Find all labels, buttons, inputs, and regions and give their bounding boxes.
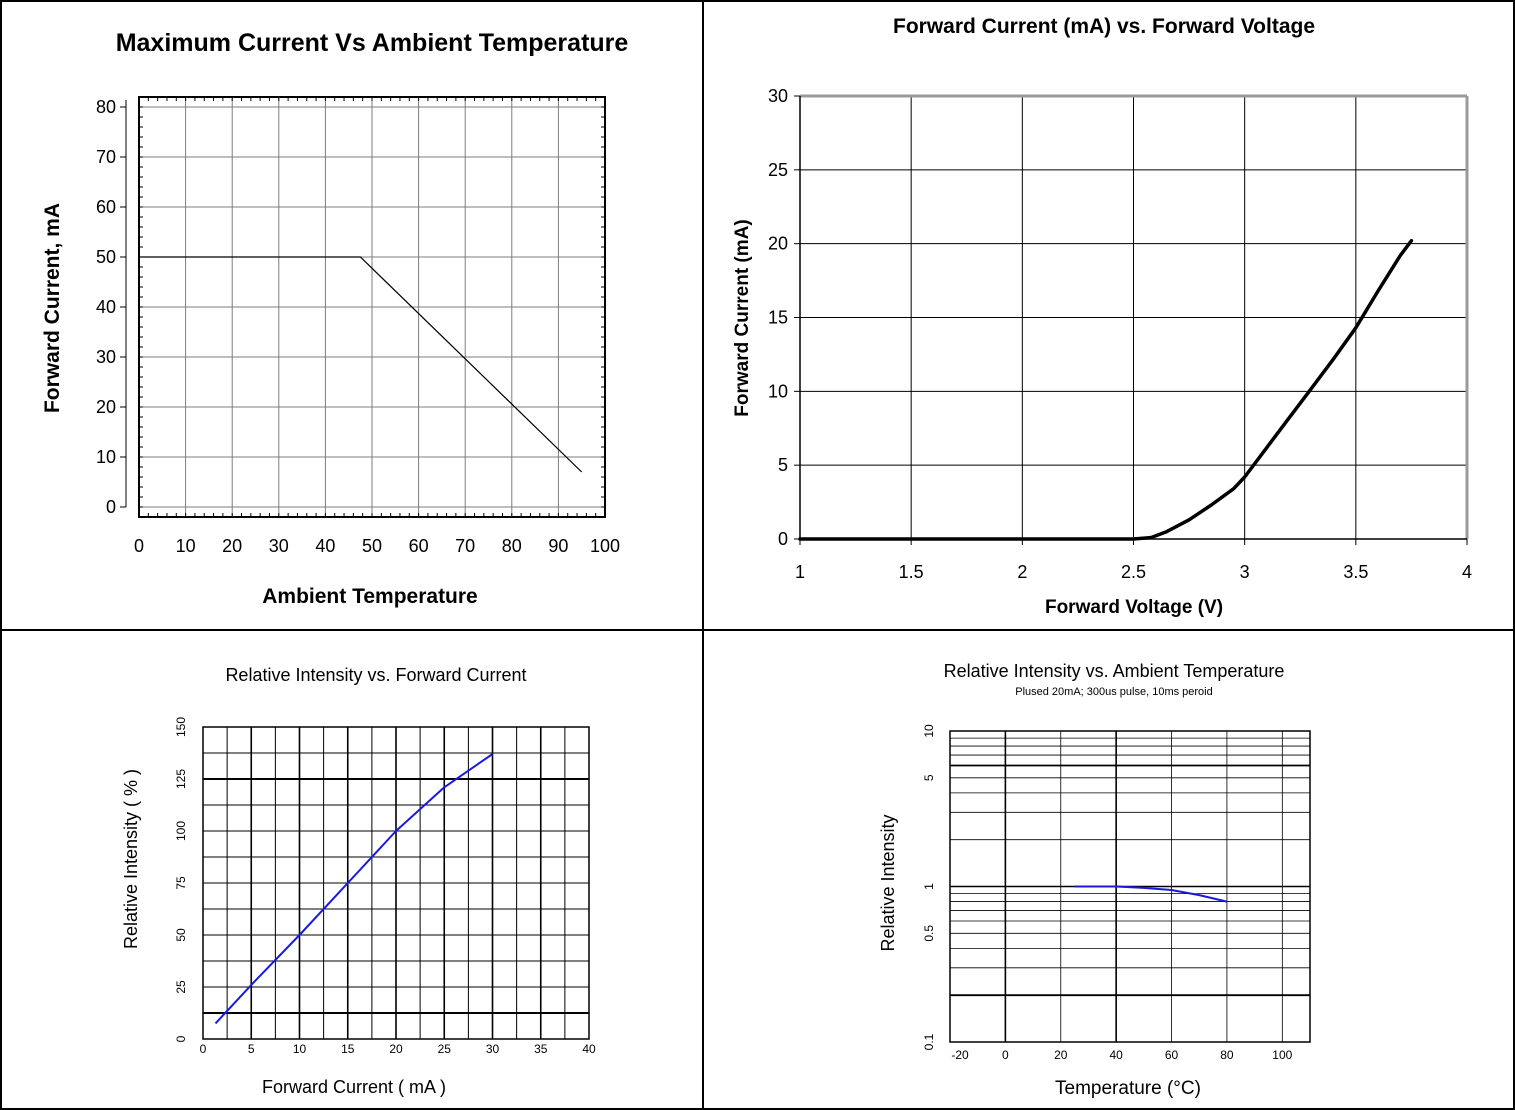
x-tick-label: 10 <box>293 1042 307 1056</box>
series-line <box>214 753 494 1025</box>
y-tick-label: 50 <box>96 247 116 267</box>
chart-subtitle: Plused 20mA; 300us pulse, 10ms peroid <box>1015 686 1213 698</box>
series-line <box>1074 885 1228 903</box>
x-tick-label: 30 <box>269 536 289 556</box>
x-tick-label: 10 <box>176 536 196 556</box>
y-tick-label: 15 <box>768 308 788 328</box>
chart-forward-current-vs-voltage: 0 5 10 15 20 25 30 1 1.5 2 2.5 3 3.5 4 Forward Current… <box>732 15 1472 618</box>
y-tick-label: 5 <box>922 774 936 781</box>
chart-intensity-vs-temperature: 0.1 0.5 1 5 10 -20 0 20 40 60 80 100 Relative Intens… <box>878 661 1311 1099</box>
x-tick-label: 20 <box>389 1042 403 1056</box>
y-tick-label: 20 <box>96 397 116 417</box>
series-line <box>139 256 583 473</box>
y-tick-label: 0 <box>778 529 788 549</box>
x-tick-label: 0 <box>200 1042 207 1056</box>
y-tick-label: 30 <box>768 86 788 106</box>
x-tick-label: 80 <box>502 536 522 556</box>
y-tick-label: 40 <box>96 297 116 317</box>
x-tick-label: 1 <box>795 562 805 582</box>
x-tick-label: 70 <box>455 536 475 556</box>
chart-max-current-vs-temperature: 0 10 20 30 40 50 60 70 80 0 10 20 30 40 50 60 70 80 90 100 M… <box>41 29 629 608</box>
x-tick-label: 60 <box>1165 1048 1179 1062</box>
series-line <box>798 238 1414 541</box>
chart-panel-intensity-temperature: 0.1 0.5 1 5 10 -20 0 20 40 60 80 100 Relative Intens… <box>702 629 1515 1110</box>
y-tick-label: 70 <box>96 147 116 167</box>
y-tick-label: 0.5 <box>922 925 936 942</box>
x-tick-label: 15 <box>341 1042 355 1056</box>
y-tick-label: 20 <box>768 234 788 254</box>
x-tick-label: 30 <box>486 1042 500 1056</box>
chart-title: Forward Current (mA) vs. Forward Voltage <box>893 15 1315 38</box>
y-tick-label: 80 <box>96 97 116 117</box>
chart-title: Relative Intensity vs. Ambient Temperatu… <box>944 661 1285 681</box>
x-tick-label: 80 <box>1220 1048 1234 1062</box>
chart-title: Maximum Current Vs Ambient Temperature <box>116 29 629 57</box>
y-tick-label: 25 <box>174 980 188 994</box>
y-tick-label: 10 <box>96 447 116 467</box>
y-axis-title: Forward Current (mA) <box>732 219 753 416</box>
y-tick-label: 30 <box>96 347 116 367</box>
y-axis-title: Relative Intensity <box>878 814 898 951</box>
plot-frame <box>949 730 1311 1043</box>
x-tick-label: 3.5 <box>1343 562 1368 582</box>
x-tick-label: 90 <box>548 536 568 556</box>
x-axis-title: Ambient Temperature <box>262 585 478 608</box>
chart-panel-intensity-current: 0 25 50 75 100 125 150 0 5 10 15 20 25 30 35 40 Relative… <box>0 629 704 1110</box>
chart-panel-max-current: 0 10 20 30 40 50 60 70 80 0 10 20 30 40 50 60 70 80 90 100 M… <box>0 0 704 631</box>
x-tick-label: 40 <box>1109 1048 1123 1062</box>
x-tick-label: 100 <box>590 536 620 556</box>
y-axis-title: Relative Intensity ( % ) <box>121 769 141 949</box>
x-tick-label: 2 <box>1017 562 1027 582</box>
x-tick-label: 4 <box>1462 562 1472 582</box>
y-tick-label: 100 <box>174 821 188 841</box>
x-tick-label: 50 <box>362 536 382 556</box>
x-tick-label: 0 <box>1002 1048 1009 1062</box>
x-tick-label: 5 <box>248 1042 255 1056</box>
x-axis-title: Forward Voltage (V) <box>1045 597 1223 618</box>
x-tick-label: 40 <box>315 536 335 556</box>
x-axis-title: Forward Current ( mA ) <box>262 1077 446 1097</box>
y-tick-label: 10 <box>768 381 788 401</box>
y-tick-label: 150 <box>174 717 188 737</box>
y-tick-label: 60 <box>96 197 116 217</box>
x-tick-label: 35 <box>534 1042 548 1056</box>
y-tick-label: 50 <box>174 928 188 942</box>
y-axis-title: Forward Current, mA <box>41 203 64 413</box>
x-tick-label: 1.5 <box>899 562 924 582</box>
y-tick-label: 5 <box>778 455 788 475</box>
y-tick-label: 0 <box>106 497 116 517</box>
chart-panel-forward-voltage: 0 5 10 15 20 25 30 1 1.5 2 2.5 3 3.5 4 Forward Current… <box>702 0 1515 631</box>
y-tick-label: 10 <box>922 724 936 738</box>
chart-title: Relative Intensity vs. Forward Current <box>225 665 526 685</box>
y-tick-label: 0 <box>174 1035 188 1042</box>
x-tick-label: 100 <box>1272 1048 1292 1062</box>
x-tick-label: 2.5 <box>1121 562 1146 582</box>
y-tick-label: 75 <box>174 876 188 890</box>
x-tick-label: 20 <box>1054 1048 1068 1062</box>
y-tick-label: 25 <box>768 160 788 180</box>
x-tick-label: 25 <box>438 1042 452 1056</box>
x-tick-label: -20 <box>951 1048 969 1062</box>
x-tick-label: 40 <box>582 1042 596 1056</box>
x-tick-label: 20 <box>222 536 242 556</box>
y-tick-label: 125 <box>174 769 188 789</box>
y-tick-label: 1 <box>922 883 936 890</box>
plot-frame <box>202 726 590 1040</box>
x-tick-label: 60 <box>409 536 429 556</box>
chart-intensity-vs-current: 0 25 50 75 100 125 150 0 5 10 15 20 25 30 35 40 Relative… <box>121 665 596 1097</box>
x-tick-label: 0 <box>134 536 144 556</box>
y-tick-label: 0.1 <box>922 1033 936 1050</box>
x-tick-label: 3 <box>1240 562 1250 582</box>
x-axis-title: Temperature (°C) <box>1055 1078 1201 1099</box>
